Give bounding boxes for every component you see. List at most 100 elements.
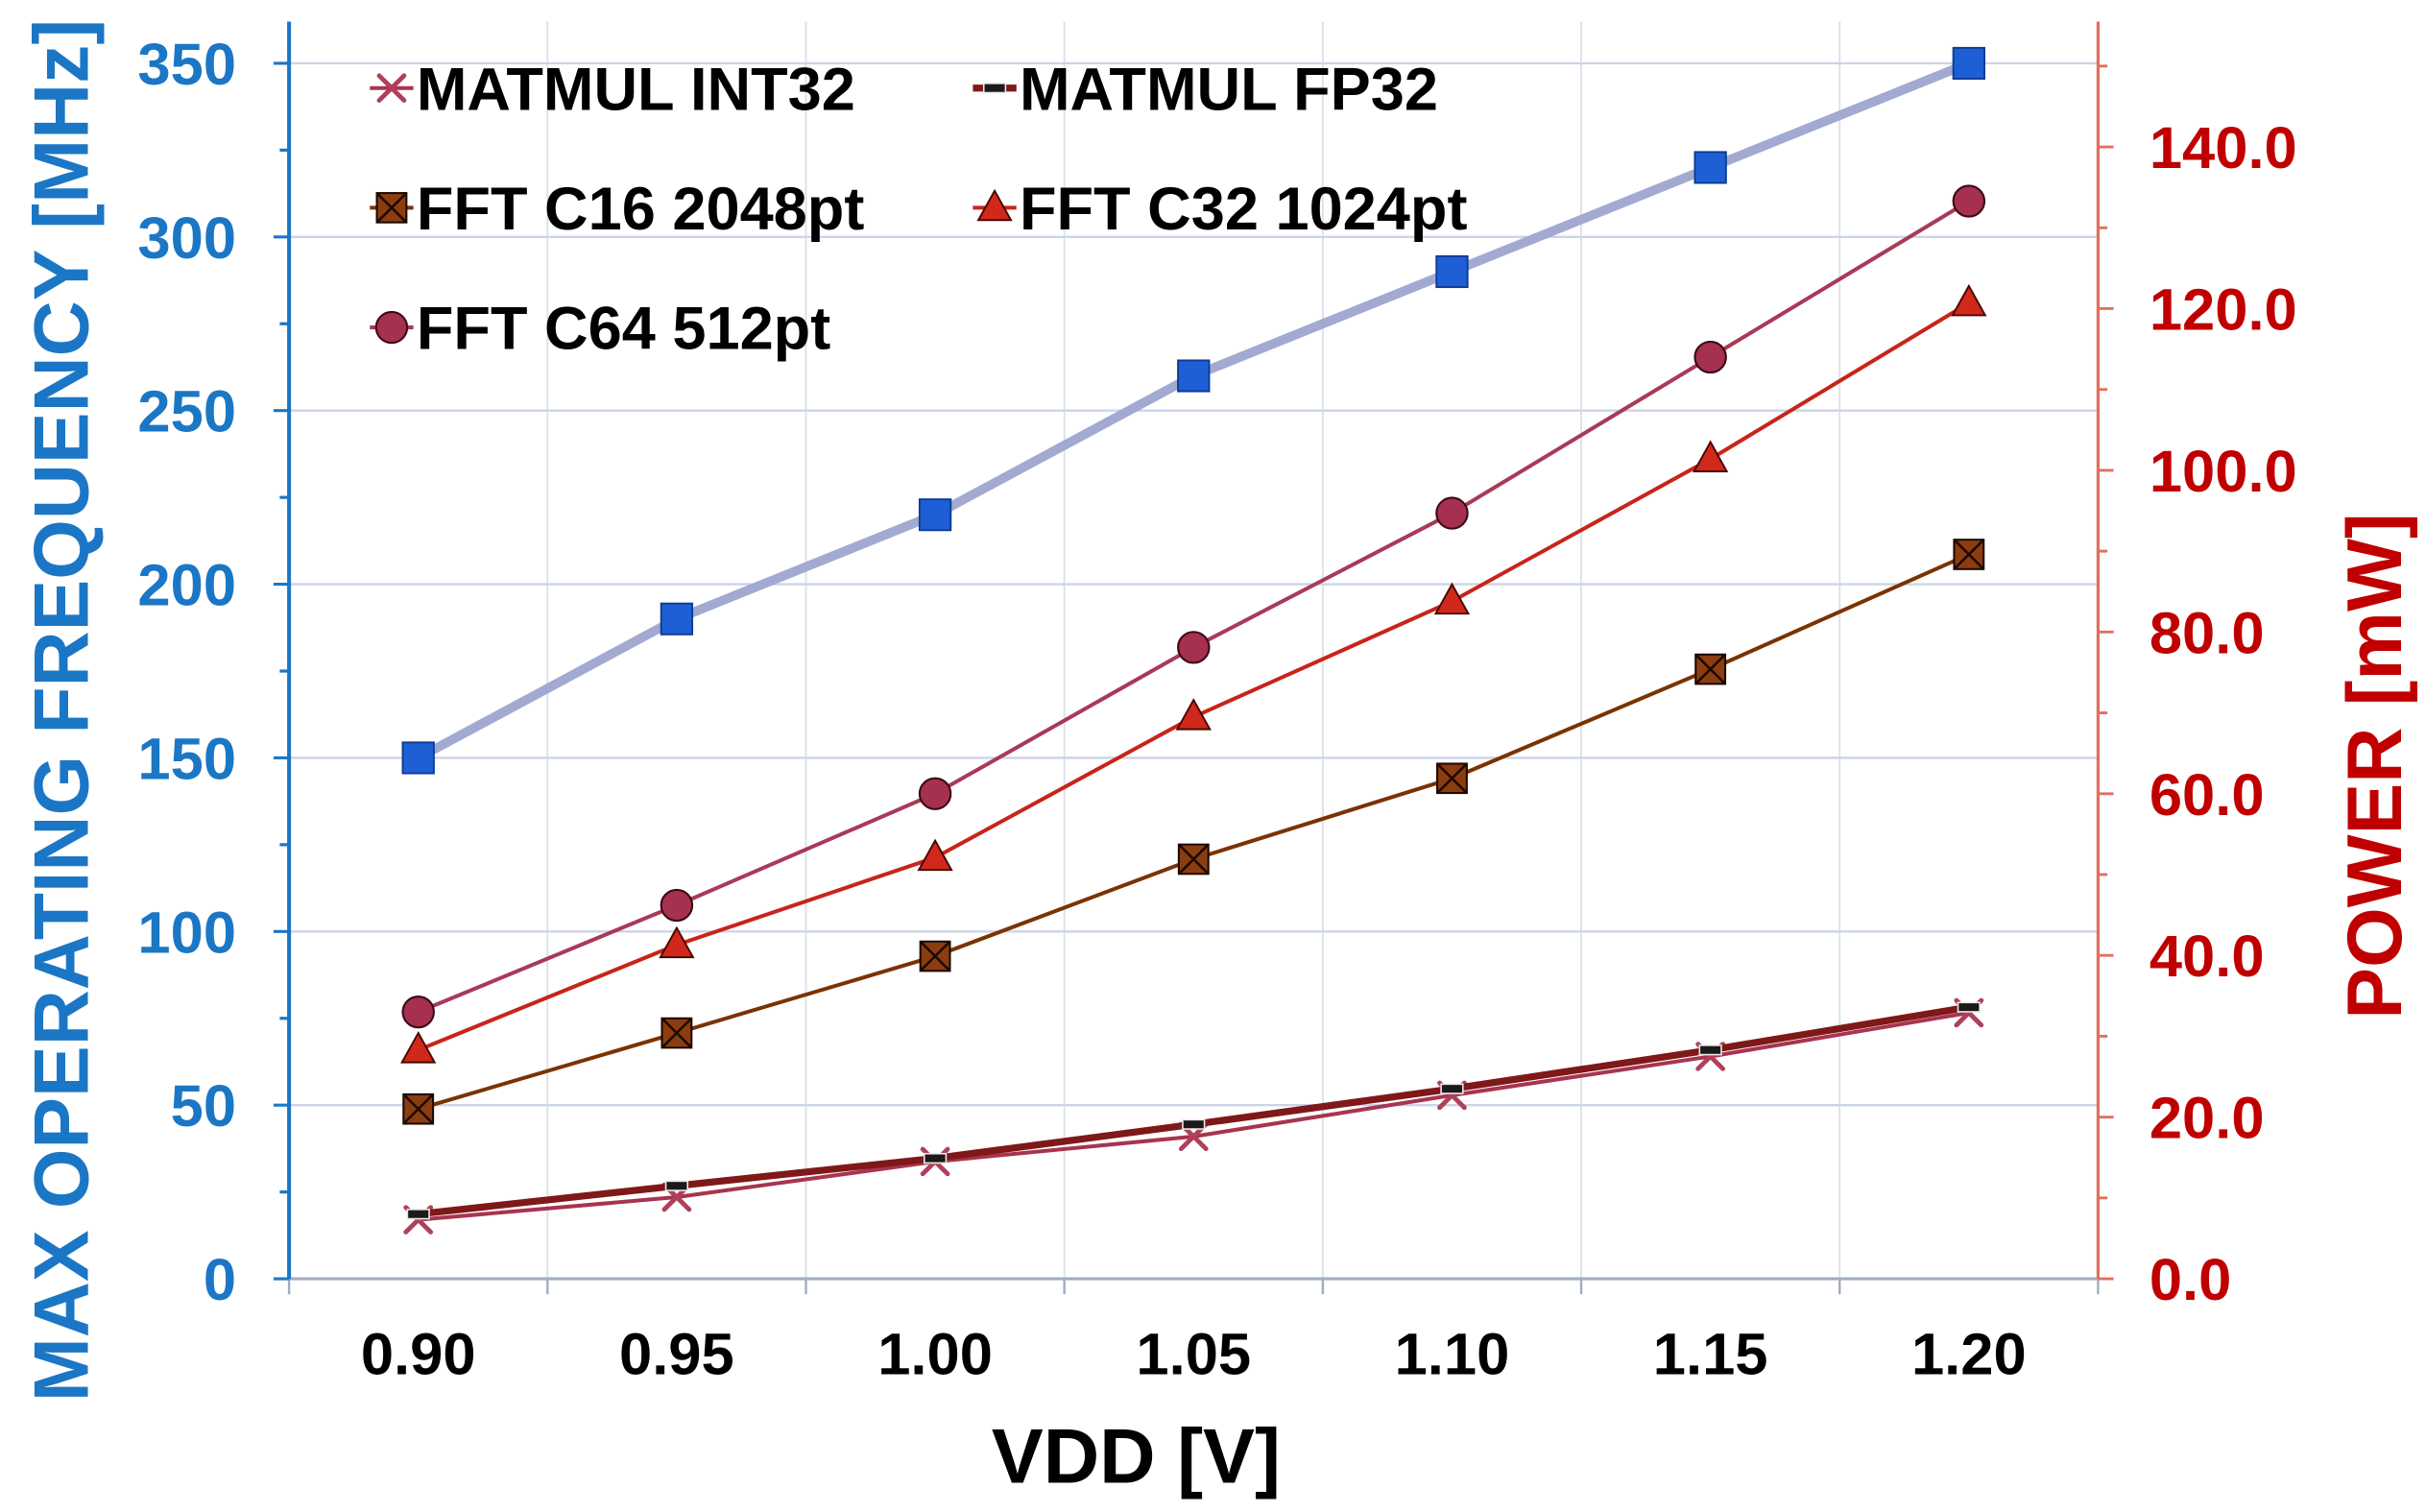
triangle-marker-shape <box>1692 440 1729 472</box>
triangle-marker-shape <box>1175 698 1212 731</box>
dash-marker-shape <box>406 1209 430 1220</box>
triangle-marker-shape <box>917 838 953 872</box>
fft-c16-2048pt-point <box>919 940 951 972</box>
box-cross-shape <box>661 1017 693 1049</box>
legend-label: FFT C16 2048pt <box>417 176 865 243</box>
max-frequency-point <box>1952 46 1985 80</box>
right-y-tick-label: 100.0 <box>2150 438 2297 504</box>
matmul-fp32-point <box>406 1209 430 1220</box>
right-y-tick-label: 60.0 <box>2150 761 2265 828</box>
x-tick-label: 1.20 <box>1911 1320 2027 1386</box>
x-tick-label: 0.95 <box>619 1320 734 1386</box>
left-y-axis-title: MAX OPERATING FREQUENCY [MHz] <box>18 19 105 1402</box>
dash-marker-shape <box>1440 1083 1464 1094</box>
square-marker-shape <box>918 498 952 532</box>
left-y-tick-label: 350 <box>137 31 236 97</box>
fft-c16-2048pt-point <box>1953 539 1985 570</box>
box-cross-shape <box>375 192 408 224</box>
matmul-fp32-point <box>1440 1083 1464 1094</box>
legend-entry-matmul-fp32: MATMUL FP32 <box>973 56 1438 123</box>
x-marker-shape <box>376 73 407 103</box>
max-frequency-point <box>918 498 952 532</box>
max-frequency-point <box>1693 151 1727 184</box>
left-y-tick-label: 50 <box>171 1072 236 1139</box>
circle-marker-shape <box>374 310 409 345</box>
matmul-fp32-point <box>1698 1044 1722 1056</box>
matmul-fp32-point <box>664 1180 689 1191</box>
legend: MATMUL INT32 MATMUL FP32 FFT C16 2048pt FFT… <box>370 56 1468 363</box>
matmul-fp32-point <box>923 1152 948 1164</box>
fft-c16-2048pt-point <box>661 1017 693 1049</box>
matmul-fp32-series <box>406 1001 1981 1220</box>
axes: 0.90 0.95 1.00 1.05 1.10 1.15 1.20 0 50 100 150 200… <box>137 21 2297 1386</box>
fft-c64-512pt-point <box>918 777 952 810</box>
legend-marker <box>376 73 407 103</box>
legend-label: MATMUL INT32 <box>417 56 855 123</box>
right-y-tick-label: 20.0 <box>2150 1085 2265 1151</box>
box-cross-shape <box>1436 762 1468 794</box>
triangle-marker-shape <box>659 925 695 959</box>
box-cross-shape <box>402 1093 434 1125</box>
max-frequency-point <box>401 741 435 775</box>
dash-marker-shape <box>923 1152 948 1164</box>
circle-marker-shape <box>1693 340 1727 374</box>
dash-marker-shape <box>1957 1001 1981 1013</box>
left-y-tick-label: 100 <box>137 900 236 966</box>
x-tick-label: 1.15 <box>1653 1320 1768 1386</box>
right-y-tick-label: 0.0 <box>2150 1246 2231 1312</box>
legend-marker <box>982 83 1007 94</box>
dash-marker-shape <box>664 1180 689 1191</box>
data-series <box>400 46 1987 1235</box>
box-cross-shape <box>1953 539 1985 570</box>
legend-marker <box>374 310 409 345</box>
box-cross-shape <box>919 940 951 972</box>
legend-entry-fft-c32-1024pt: FFT C32 1024pt <box>973 176 1468 243</box>
square-marker-shape <box>1693 151 1727 184</box>
fft-c16-2048pt-point <box>402 1092 435 1125</box>
max-frequency-point <box>660 602 694 636</box>
right-y-tick-label: 120.0 <box>2150 276 2297 343</box>
max-frequency-series <box>401 46 1985 775</box>
legend-marker <box>976 188 1013 222</box>
fft-c64-512pt-point <box>660 888 694 923</box>
fft-c32-1024pt-point <box>659 925 695 959</box>
fft-c32-1024pt-point <box>917 838 953 872</box>
square-marker-shape <box>660 602 694 636</box>
circle-marker-shape <box>1177 631 1211 664</box>
circle-marker-shape <box>401 996 435 1029</box>
triangle-marker-shape <box>1951 283 1987 317</box>
legend-marker <box>375 192 408 224</box>
left-y-tick-label: 150 <box>137 726 236 792</box>
right-y-tick-label: 80.0 <box>2150 600 2265 666</box>
fft-c16-2048pt-point <box>1436 762 1468 795</box>
fft-c16-2048pt-point <box>1694 653 1727 685</box>
dash-marker-shape <box>1182 1118 1206 1130</box>
circle-marker-shape <box>1435 496 1469 530</box>
max-frequency-point <box>1435 254 1469 289</box>
box-cross-shape <box>1177 843 1210 876</box>
matmul-fp32-point <box>1182 1118 1206 1130</box>
square-marker-shape <box>401 741 435 775</box>
left-y-tick-label: 300 <box>137 204 236 271</box>
triangle-marker-shape <box>1433 582 1471 615</box>
dash-marker-shape <box>1698 1044 1722 1056</box>
triangle-marker-shape <box>976 188 1013 222</box>
legend-entry-fft-c64-512pt: FFT C64 512pt <box>370 296 830 363</box>
matmul-fp32-point <box>1957 1001 1981 1013</box>
legend-label: FFT C64 512pt <box>417 296 830 363</box>
fft-c32-1024pt-point <box>1433 582 1471 615</box>
x-tick-label: 0.90 <box>361 1320 476 1386</box>
fft-c64-512pt-point <box>1952 184 1986 218</box>
right-y-tick-label: 40.0 <box>2150 923 2265 989</box>
circle-marker-shape <box>660 888 694 923</box>
left-y-tick-label: 200 <box>137 552 236 618</box>
x-tick-label: 1.00 <box>877 1320 993 1386</box>
right-y-axis-title: POWER [mW] <box>2332 513 2418 1019</box>
fft-c32-1024pt-point <box>400 1031 437 1064</box>
fft-c64-512pt-point <box>1177 631 1211 664</box>
x-axis-title: VDD [V] <box>992 1414 1281 1500</box>
legend-entry-fft-c16-2048pt: FFT C16 2048pt <box>370 176 864 243</box>
triangle-marker-shape <box>400 1031 437 1064</box>
circle-marker-shape <box>918 777 952 810</box>
